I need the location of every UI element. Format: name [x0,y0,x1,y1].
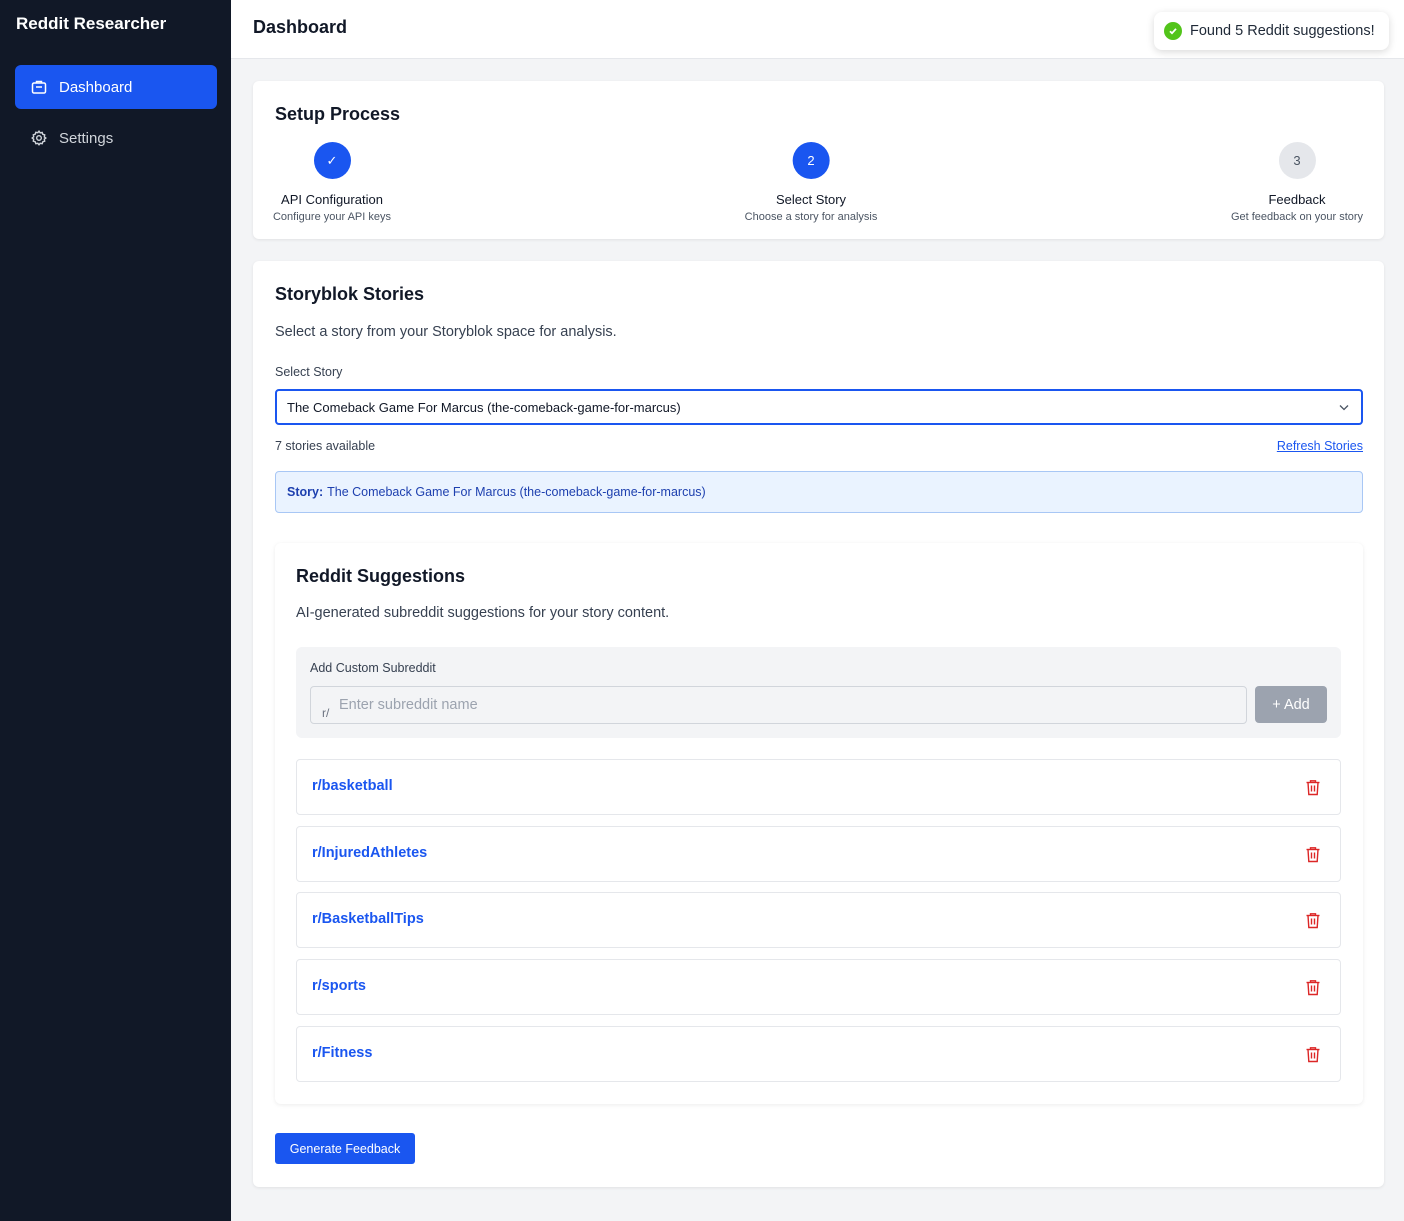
subreddit-link[interactable]: r/BasketballTips [312,911,424,927]
step-api-configuration: ✓ API Configuration Configure your API k… [273,142,391,223]
step-description: Get feedback on your story [1230,211,1364,223]
subreddit-item: r/InjuredAthletes [296,826,1341,882]
subreddit-link[interactable]: r/Fitness [312,1045,373,1061]
story-info-label: Story: [287,485,324,499]
step-description: Configure your API keys [272,211,392,223]
trash-icon[interactable] [1305,1046,1321,1063]
subreddit-item: r/sports [296,959,1341,1015]
check-circle-icon [1164,22,1182,40]
gear-icon [31,130,47,146]
sidebar-item-label: Settings [59,129,114,147]
sidebar-item-label: Dashboard [59,78,133,96]
story-select[interactable]: The Comeback Game For Marcus (the-comeba… [275,389,1363,425]
subreddit-input-wrapper: r/ [310,686,1247,724]
storyblok-stories-card: Storyblok Stories Select a story from yo… [253,261,1384,1187]
chevron-down-icon [1339,405,1349,411]
subreddit-item: r/Fitness [296,1026,1341,1082]
sidebar-item-dashboard[interactable]: Dashboard [15,65,217,109]
step-number: 3 [1278,142,1316,179]
generate-feedback-button[interactable]: Generate Feedback [275,1133,415,1164]
setup-process-card: Setup Process ✓ API Configuration Config… [253,81,1384,239]
trash-icon[interactable] [1305,912,1321,929]
step-complete-check-icon: ✓ [313,142,351,179]
success-toast: Found 5 Reddit suggestions! [1154,12,1389,50]
toast-message: Found 5 Reddit suggestions! [1190,23,1375,39]
add-subreddit-button[interactable]: + Add [1255,686,1327,723]
subreddit-item: r/basketball [296,759,1341,815]
subreddit-prefix: r/ [322,706,330,720]
refresh-stories-link[interactable]: Refresh Stories [1276,439,1363,453]
step-description: Choose a story for analysis [744,211,878,223]
trash-icon[interactable] [1305,979,1321,996]
trash-icon[interactable] [1305,846,1321,863]
step-label: Select Story [775,192,847,207]
suggestions-title: Reddit Suggestions [296,566,466,586]
select-story-label: Select Story [275,365,343,379]
step-label: Feedback [1268,192,1326,207]
app-title: Reddit Researcher [16,14,167,33]
dashboard-icon [31,79,47,95]
stories-title: Storyblok Stories [275,284,425,304]
setup-title: Setup Process [275,104,401,124]
selected-story-info: Story: The Comeback Game For Marcus (the… [275,471,1363,513]
step-label: API Configuration [281,192,383,207]
story-select-value: The Comeback Game For Marcus (the-comeba… [287,399,681,415]
page-title: Dashboard [253,17,348,37]
stories-count: 7 stories available [275,439,376,453]
step-number: 2 [792,142,830,179]
step-select-story: 2 Select Story Choose a story for analys… [744,142,878,223]
subreddit-link[interactable]: r/basketball [312,778,393,794]
sidebar-item-settings[interactable]: Settings [15,116,217,160]
subreddit-link[interactable]: r/sports [312,978,366,994]
sidebar: Reddit Researcher Dashboard Settings [0,0,231,1221]
add-custom-subreddit-label: Add Custom Subreddit [310,661,436,675]
step-feedback: 3 Feedback Get feedback on your story [1231,142,1363,223]
stories-description: Select a story from your Storyblok space… [275,324,617,340]
story-info-value: The Comeback Game For Marcus (the-comeba… [327,485,706,499]
suggestions-description: AI-generated subreddit suggestions for y… [296,605,670,621]
subreddit-link[interactable]: r/InjuredAthletes [312,845,428,861]
reddit-suggestions-card: Reddit Suggestions AI-generated subreddi… [275,543,1363,1104]
subreddit-input[interactable] [339,687,1239,723]
add-custom-subreddit-panel: Add Custom Subreddit r/ + Add [296,647,1341,738]
trash-icon[interactable] [1305,779,1321,796]
subreddit-item: r/BasketballTips [296,892,1341,948]
